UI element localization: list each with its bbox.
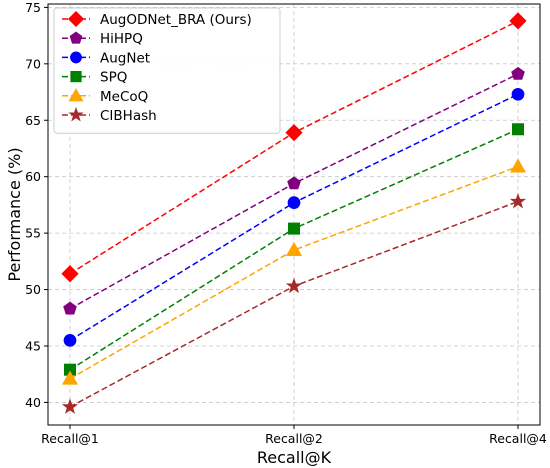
series-4 <box>61 158 527 385</box>
series-5 <box>61 192 527 414</box>
legend-label: AugODNet_BRA (Ours) <box>100 12 252 28</box>
series-2 <box>63 87 525 347</box>
x-tick-label: Recall@1 <box>41 431 99 446</box>
y-axis: 40 45 50 55 60 65 70 75 <box>25 0 48 410</box>
y-tick-label: 40 <box>25 395 41 410</box>
legend-item: AugODNet_BRA (Ours) <box>62 10 252 28</box>
legend-label: CIBHash <box>100 108 157 124</box>
data-point <box>61 265 79 283</box>
legend-item: CIBHash <box>62 106 157 124</box>
data-point <box>511 87 525 101</box>
legend-item: AugNet <box>62 50 150 66</box>
series-1 <box>63 66 525 315</box>
data-point <box>63 301 77 315</box>
x-axis-label: Recall@K <box>257 448 332 467</box>
legend-marker <box>69 31 83 44</box>
data-point <box>63 333 77 347</box>
data-point <box>509 158 527 173</box>
series-3 <box>64 123 525 376</box>
data-point <box>285 124 303 142</box>
data-point <box>287 196 301 209</box>
legend-label: MeCoQ <box>100 89 148 105</box>
legend-item: MeCoQ <box>62 88 148 105</box>
data-point <box>285 277 303 294</box>
legend-box <box>53 7 281 134</box>
legend-item: HiHPQ <box>62 31 143 47</box>
data-point <box>512 123 525 136</box>
x-axis: Recall@1 Recall@2 Recall@4 <box>41 425 547 446</box>
legend-marker <box>70 71 82 83</box>
y-axis-label: Performance (%) <box>5 147 24 281</box>
x-tick-label: Recall@4 <box>489 431 547 446</box>
y-tick-label: 60 <box>25 169 41 184</box>
x-tick-label: Recall@2 <box>265 431 323 446</box>
y-tick-label: 65 <box>25 113 41 128</box>
y-tick-label: 50 <box>25 282 41 297</box>
legend-label: SPQ <box>100 70 127 86</box>
legend-label: HiHPQ <box>100 31 143 47</box>
series-line <box>69 165 519 380</box>
y-tick-label: 70 <box>25 56 41 71</box>
data-point <box>61 398 79 414</box>
y-tick-label: 75 <box>25 0 41 15</box>
legend-marker <box>70 51 82 64</box>
y-tick-label: 55 <box>25 226 41 241</box>
data-point <box>285 241 303 256</box>
data-point <box>61 370 79 385</box>
data-point <box>287 176 301 190</box>
data-point <box>509 12 527 30</box>
y-tick-label: 45 <box>25 338 41 353</box>
data-point <box>287 222 300 235</box>
data-point <box>511 66 525 80</box>
legend-marker <box>67 10 85 28</box>
legend-marker <box>68 88 84 102</box>
legend-marker <box>68 106 84 122</box>
series-0 <box>61 12 527 283</box>
data-point <box>509 192 527 209</box>
series-layer <box>61 12 527 414</box>
legend-label: AugNet <box>100 50 150 66</box>
legend-item: SPQ <box>62 70 127 86</box>
legend: AugODNet_BRA (Ours) HiHPQ AugNet SPQ MeCoQ CI… <box>53 7 281 134</box>
